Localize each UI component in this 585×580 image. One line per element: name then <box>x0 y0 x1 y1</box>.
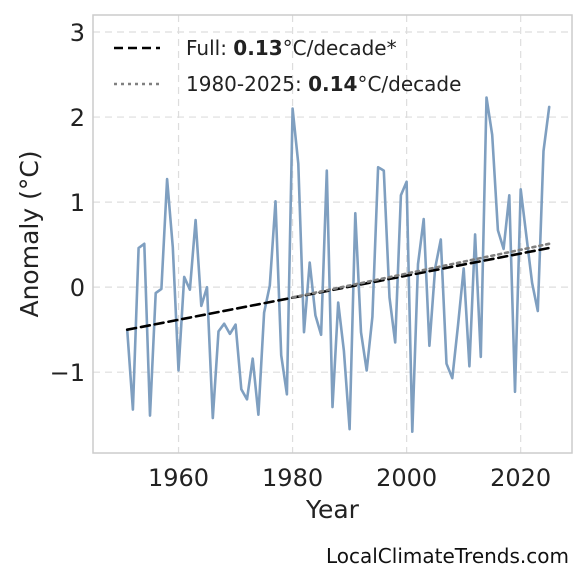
x-axis-label: Year <box>305 495 360 524</box>
trend-line-dotted <box>291 242 551 299</box>
y-tick-label: 2 <box>70 104 85 132</box>
y-axis-label: Anomaly (°C) <box>15 150 44 317</box>
x-tick-label: 1980 <box>262 464 323 492</box>
legend-entry: 1980-2025: 0.14°C/decade <box>186 72 461 96</box>
x-tick-label: 1960 <box>148 464 209 492</box>
legend: Full: 0.13°C/decade* 1980-2025: 0.14°C/de… <box>114 36 461 96</box>
y-tick-label: 3 <box>70 19 85 47</box>
plot-frame <box>92 14 573 454</box>
anomaly-series-line <box>125 96 551 434</box>
x-tick-label: 2020 <box>490 464 551 492</box>
y-tick-label: −1 <box>50 359 85 387</box>
y-tick-label: 1 <box>70 189 85 217</box>
trend-line-dashed <box>125 246 551 332</box>
y-tick-label: 0 <box>70 274 85 302</box>
legend-entry: Full: 0.13°C/decade* <box>186 36 397 60</box>
x-tick-label: 2000 <box>376 464 437 492</box>
watermark-text: LocalClimateTrends.com <box>325 544 569 568</box>
